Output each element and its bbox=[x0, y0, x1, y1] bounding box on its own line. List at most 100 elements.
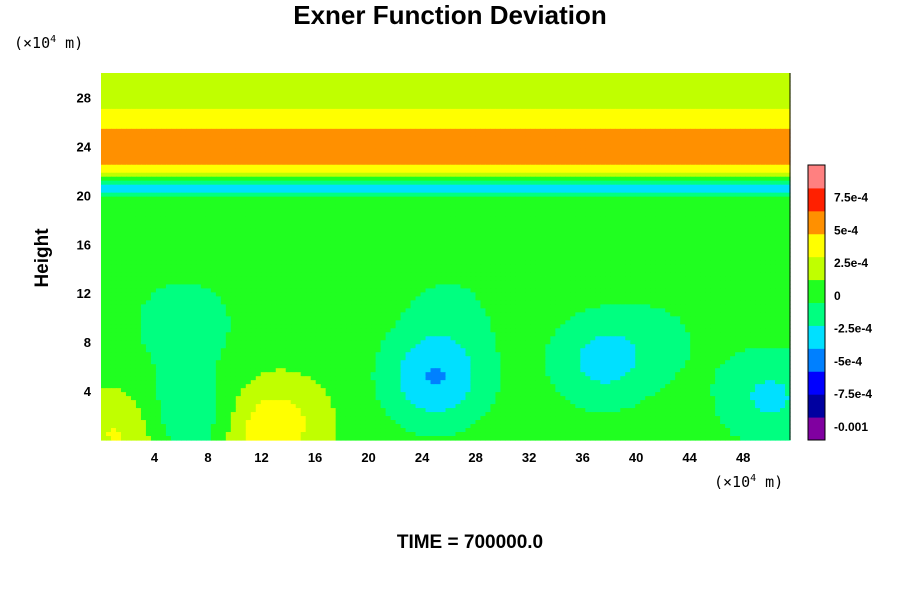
contour-cell bbox=[510, 84, 516, 90]
contour-cell bbox=[360, 164, 367, 170]
contour-cell bbox=[230, 176, 237, 182]
contour-cell bbox=[165, 184, 172, 190]
contour-cell bbox=[405, 100, 412, 106]
contour-cell bbox=[190, 108, 197, 114]
contour-cell bbox=[165, 104, 172, 110]
contour-cell bbox=[465, 176, 472, 182]
contour-cell bbox=[310, 152, 317, 158]
contour-cell bbox=[590, 80, 596, 86]
contour-cell bbox=[530, 196, 536, 202]
contour-cell bbox=[550, 176, 556, 182]
contour-cell bbox=[620, 88, 626, 94]
contour-cell bbox=[375, 140, 382, 146]
contour-cell bbox=[785, 208, 791, 214]
contour-cell bbox=[475, 73, 482, 78]
contour-cell bbox=[745, 204, 751, 210]
contour-cell bbox=[435, 73, 442, 78]
contour-cell bbox=[765, 80, 771, 86]
contour-cell bbox=[240, 76, 247, 82]
contour-cell bbox=[705, 144, 711, 150]
contour-cell bbox=[550, 88, 556, 94]
contour-cell bbox=[740, 172, 746, 178]
contour-cell bbox=[395, 192, 402, 198]
contour-cell bbox=[630, 176, 636, 182]
contour-cell bbox=[160, 116, 167, 122]
contour-cell bbox=[640, 208, 646, 214]
contour-cell bbox=[640, 160, 646, 166]
contour-cell bbox=[135, 172, 142, 178]
contour-cell bbox=[185, 144, 192, 150]
contour-cell bbox=[305, 100, 312, 106]
contour-cell bbox=[325, 88, 332, 94]
contour-cell bbox=[330, 100, 337, 106]
contour-cell bbox=[320, 96, 327, 102]
contour-cell bbox=[315, 176, 322, 182]
contour-cell bbox=[200, 128, 207, 134]
contour-cell bbox=[315, 76, 322, 82]
contour-cell bbox=[630, 160, 636, 166]
contour-cell bbox=[425, 132, 432, 138]
contour-cell bbox=[365, 76, 372, 82]
contour-cell bbox=[295, 116, 302, 122]
contour-cell bbox=[245, 176, 252, 182]
contour-cell bbox=[185, 136, 192, 142]
contour-cell bbox=[725, 184, 731, 190]
contour-cell bbox=[550, 136, 556, 142]
contour-cell bbox=[435, 76, 442, 82]
contour-cell bbox=[425, 108, 432, 114]
contour-cell bbox=[490, 192, 497, 198]
contour-cell bbox=[785, 80, 791, 86]
contour-cell bbox=[200, 73, 207, 78]
contour-cell bbox=[625, 136, 631, 142]
contour-cell bbox=[445, 104, 452, 110]
contour-cell bbox=[135, 180, 142, 186]
contour-cell bbox=[120, 196, 127, 202]
contour-cell bbox=[625, 128, 631, 134]
contour-cell bbox=[680, 76, 686, 82]
contour-cell bbox=[210, 80, 217, 86]
contour-cell bbox=[180, 136, 187, 142]
contour-cell bbox=[335, 168, 342, 174]
contour-cell bbox=[101, 196, 107, 202]
contour-cell bbox=[640, 168, 646, 174]
contour-cell bbox=[670, 180, 676, 186]
contour-cell bbox=[475, 92, 482, 98]
contour-cell bbox=[730, 96, 736, 102]
contour-cell bbox=[105, 92, 112, 98]
contour-cell bbox=[745, 160, 751, 166]
contour-cell bbox=[120, 124, 127, 130]
contour-cell bbox=[750, 168, 756, 174]
contour-cell bbox=[130, 140, 137, 146]
contour-cell bbox=[135, 152, 142, 158]
contour-cell bbox=[265, 148, 272, 154]
contour-cell bbox=[335, 176, 342, 182]
contour-cell bbox=[340, 84, 347, 90]
contour-cell bbox=[510, 160, 516, 166]
contour-cell bbox=[700, 84, 706, 90]
contour-cell bbox=[350, 200, 357, 206]
contour-cell bbox=[545, 116, 551, 122]
contour-cell bbox=[135, 128, 142, 134]
contour-cell bbox=[640, 132, 646, 138]
contour-cell bbox=[205, 108, 212, 114]
contour-cell bbox=[720, 80, 726, 86]
contour-cell bbox=[600, 96, 606, 102]
contour-cell bbox=[150, 73, 157, 78]
contour-cell bbox=[555, 80, 561, 86]
contour-cell bbox=[610, 144, 616, 150]
contour-cell bbox=[265, 196, 272, 202]
contour-cell bbox=[545, 168, 551, 174]
contour-cell bbox=[730, 184, 736, 190]
contour-cell bbox=[635, 200, 641, 206]
contour-cell bbox=[755, 180, 761, 186]
contour-cell bbox=[450, 108, 457, 114]
contour-cell bbox=[650, 168, 656, 174]
contour-cell bbox=[775, 144, 781, 150]
contour-cell bbox=[640, 204, 646, 210]
contour-cell bbox=[785, 180, 791, 186]
contour-cell bbox=[180, 92, 187, 98]
contour-cell bbox=[610, 88, 616, 94]
contour-cell bbox=[310, 104, 317, 110]
contour-cell bbox=[290, 112, 297, 118]
contour-cell bbox=[620, 192, 626, 198]
